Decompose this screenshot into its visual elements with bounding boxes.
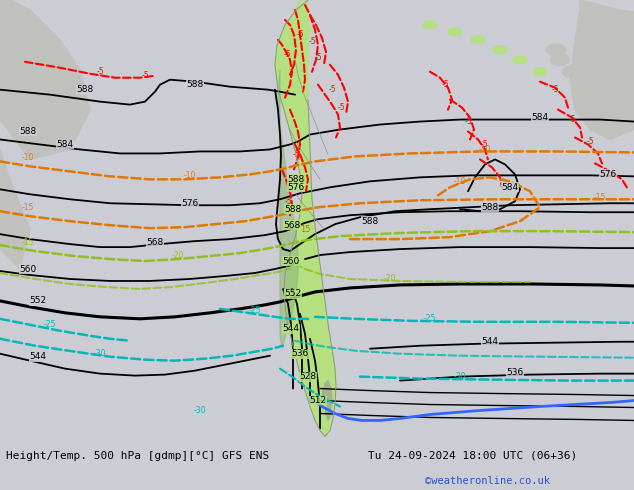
Polygon shape (547, 44, 566, 56)
Text: 584: 584 (531, 113, 548, 122)
Polygon shape (278, 70, 298, 349)
Text: 588: 588 (186, 80, 204, 89)
Text: -20: -20 (172, 250, 184, 260)
Text: 528: 528 (299, 372, 316, 381)
Text: -15: -15 (22, 238, 34, 246)
Text: -30: -30 (194, 406, 206, 415)
Text: -15: -15 (594, 193, 606, 202)
Text: 588: 588 (287, 175, 304, 184)
Text: -10: -10 (22, 153, 34, 162)
Text: -5: -5 (480, 140, 488, 149)
Text: -5: -5 (551, 85, 559, 94)
Text: 588: 588 (20, 127, 37, 136)
Text: 576: 576 (287, 183, 304, 192)
Text: -30: -30 (94, 349, 107, 358)
Text: -5: -5 (586, 137, 594, 146)
Polygon shape (322, 381, 332, 411)
Text: 584: 584 (501, 183, 519, 192)
Text: -5: -5 (441, 80, 449, 89)
Text: 544: 544 (481, 337, 498, 346)
Text: 576: 576 (599, 170, 617, 179)
Polygon shape (514, 56, 527, 64)
Text: -5: -5 (283, 50, 291, 59)
Text: -25: -25 (44, 320, 56, 329)
Text: 568: 568 (283, 220, 301, 230)
Text: -5: -5 (284, 197, 292, 206)
Text: -5: -5 (337, 103, 345, 112)
Text: 584: 584 (56, 140, 74, 149)
Text: ©weatheronline.co.uk: ©weatheronline.co.uk (425, 476, 550, 486)
Text: 536: 536 (507, 368, 524, 377)
Text: 15: 15 (300, 224, 310, 234)
Polygon shape (0, 0, 90, 159)
Text: 536: 536 (292, 349, 309, 358)
Polygon shape (288, 0, 312, 45)
Polygon shape (325, 407, 330, 420)
Text: -5: -5 (314, 53, 322, 62)
Polygon shape (550, 54, 570, 66)
Text: -5: -5 (96, 67, 104, 76)
Polygon shape (448, 28, 462, 36)
Text: -10: -10 (454, 177, 466, 186)
Text: -30: -30 (454, 372, 466, 381)
Text: 544: 544 (30, 352, 46, 361)
Text: -5: -5 (308, 37, 316, 47)
Text: -5: -5 (464, 117, 472, 126)
Text: -25: -25 (249, 306, 261, 316)
Polygon shape (424, 21, 437, 29)
Text: Tu 24-09-2024 18:00 UTC (06+36): Tu 24-09-2024 18:00 UTC (06+36) (368, 451, 577, 461)
Text: Height/Temp. 500 hPa [gdmp][°C] GFS ENS: Height/Temp. 500 hPa [gdmp][°C] GFS ENS (6, 451, 269, 461)
Text: 588: 588 (481, 203, 498, 212)
Text: 560: 560 (20, 265, 37, 273)
Text: -5: -5 (298, 175, 306, 184)
Text: -5: -5 (328, 85, 336, 94)
Text: 544: 544 (283, 324, 299, 333)
Text: -25: -25 (424, 314, 436, 323)
Text: 576: 576 (181, 199, 198, 208)
Text: 560: 560 (282, 257, 300, 266)
Text: 552: 552 (285, 290, 302, 298)
Text: -5: -5 (141, 71, 149, 80)
Polygon shape (275, 0, 336, 437)
Text: -10: -10 (479, 145, 491, 154)
Polygon shape (533, 68, 547, 75)
Polygon shape (570, 0, 634, 140)
Text: 552: 552 (29, 296, 46, 305)
Text: 588: 588 (285, 205, 302, 214)
Polygon shape (471, 36, 485, 44)
Text: 512: 512 (309, 396, 327, 405)
Text: -5: -5 (292, 150, 300, 159)
Text: -15: -15 (22, 203, 34, 212)
Polygon shape (562, 66, 582, 77)
Text: -10: -10 (184, 171, 196, 180)
Polygon shape (493, 46, 507, 54)
Text: 568: 568 (146, 238, 164, 246)
Text: -5: -5 (568, 115, 576, 124)
Text: -5: -5 (296, 30, 304, 39)
Polygon shape (0, 149, 30, 269)
Text: 588: 588 (76, 85, 94, 94)
Text: 588: 588 (361, 217, 378, 226)
Text: -20: -20 (384, 274, 396, 284)
